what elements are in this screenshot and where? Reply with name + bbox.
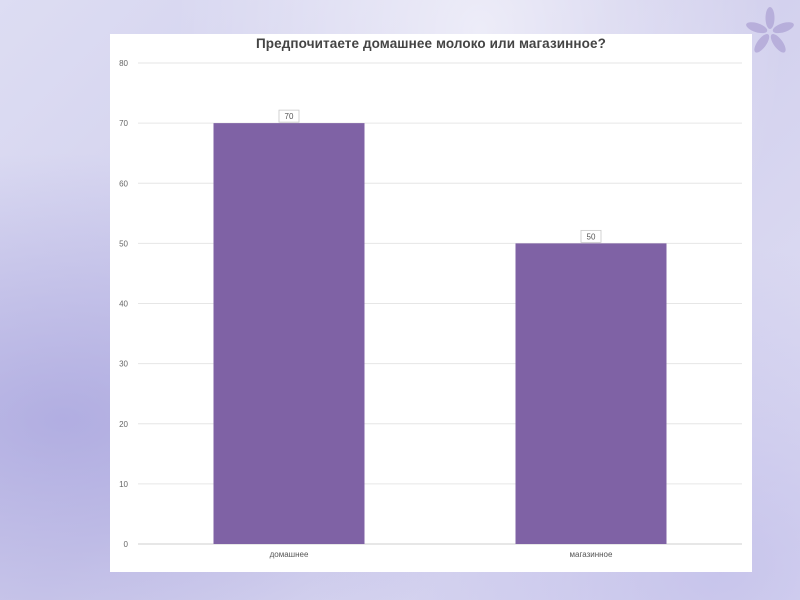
bar-магазинное [515, 243, 667, 544]
y-tick-label: 50 [119, 239, 128, 248]
y-tick-label: 60 [119, 179, 128, 188]
y-axis-ticks: 0 10 20 30 40 50 60 70 80 [119, 59, 128, 549]
data-label-box [278, 109, 300, 123]
y-tick-label: 80 [119, 59, 128, 68]
data-label: 50 [587, 232, 596, 241]
x-tick-label: домашнее [270, 550, 309, 559]
y-tick-label: 0 [124, 540, 129, 549]
x-axis-ticks: домашнее магазинное [270, 550, 613, 559]
chart-panel: Предпочитаете домашнее молоко или магази… [110, 34, 752, 572]
y-tick-label: 20 [119, 420, 128, 429]
bar-chart: 0 10 20 30 40 50 60 70 80 70 50 домашнее магазинно… [119, 59, 742, 559]
y-tick-label: 30 [119, 360, 128, 369]
data-label: 70 [285, 112, 294, 121]
y-tick-label: 10 [119, 480, 128, 489]
asterisk-ornament-icon [746, 7, 794, 53]
data-label-box [580, 229, 602, 243]
data-labels: 70 50 [278, 109, 602, 243]
y-tick-label: 70 [119, 119, 128, 128]
chart-title: Предпочитаете домашнее молоко или магази… [256, 36, 606, 51]
bar-домашнее [213, 123, 365, 544]
y-tick-label: 40 [119, 300, 128, 309]
x-tick-label: магазинное [570, 550, 613, 559]
bars [213, 123, 667, 544]
